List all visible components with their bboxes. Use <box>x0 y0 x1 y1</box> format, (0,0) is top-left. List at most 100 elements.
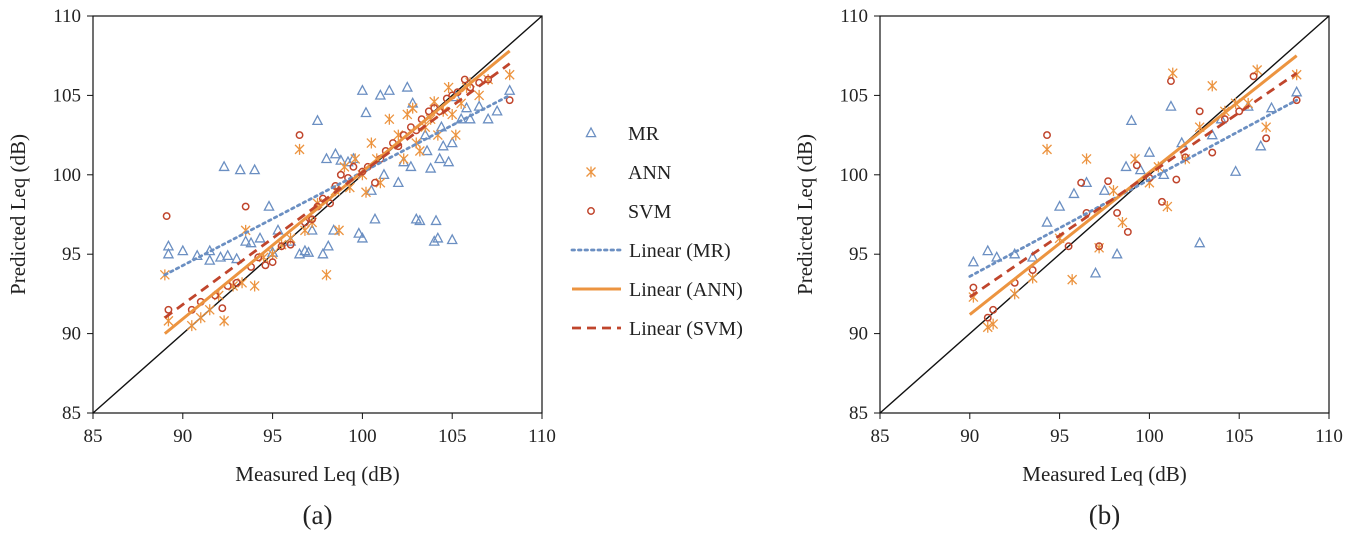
data-point <box>1117 216 1128 228</box>
legend-swatch <box>586 166 596 178</box>
data-point <box>460 101 473 113</box>
data-point <box>1077 178 1086 187</box>
y-axis-title: Predicted Leq (dB) <box>793 134 817 295</box>
data-point <box>446 136 458 148</box>
data-point <box>1026 250 1039 262</box>
data-point <box>504 69 515 81</box>
data-point <box>286 240 295 249</box>
data-point <box>162 212 171 221</box>
y-tick-label: 105 <box>840 85 869 106</box>
data-point <box>428 235 440 246</box>
data-point <box>1043 131 1051 140</box>
data-point <box>432 231 444 243</box>
data-point <box>1028 266 1037 275</box>
data-point <box>1208 148 1217 157</box>
data-point <box>378 168 390 180</box>
data-point <box>358 167 367 176</box>
data-point <box>254 253 263 262</box>
data-point <box>1167 77 1175 86</box>
data-point <box>1229 165 1242 176</box>
legend-label: Linear (MR) <box>629 240 731 262</box>
y-tick-label: 95 <box>849 244 868 265</box>
data-point <box>442 155 455 167</box>
data-point <box>267 248 278 260</box>
data-point <box>375 177 386 189</box>
data-point <box>294 143 305 155</box>
x-tick-label: 110 <box>528 426 556 447</box>
data-point <box>1111 247 1123 259</box>
data-point <box>218 304 227 313</box>
series-ann <box>968 64 1302 333</box>
data-point <box>1249 72 1258 81</box>
data-point <box>1125 114 1138 126</box>
y-tick-label: 105 <box>53 85 82 106</box>
y-tick-label: 100 <box>840 165 869 186</box>
data-point <box>222 249 234 261</box>
data-point <box>1042 143 1052 155</box>
data-point <box>402 108 413 120</box>
data-point <box>967 255 980 267</box>
data-layer <box>93 16 542 413</box>
data-point <box>443 81 454 93</box>
data-point <box>473 100 485 111</box>
data-point <box>1235 107 1244 116</box>
data-point <box>398 153 409 165</box>
data-point <box>237 277 248 289</box>
data-point <box>263 200 275 211</box>
data-point <box>1095 242 1104 251</box>
data-point <box>482 112 494 124</box>
data-point <box>162 247 175 259</box>
data-layer <box>880 16 1329 413</box>
legend-label: Linear (SVM) <box>629 318 743 340</box>
trendline-linear-mr <box>163 94 512 277</box>
data-point <box>421 144 433 156</box>
data-point <box>447 108 458 120</box>
data-point <box>991 250 1003 262</box>
data-point <box>339 161 350 173</box>
data-point <box>503 84 516 95</box>
reference-line <box>93 16 542 413</box>
legend-label: Linear (ANN) <box>629 279 743 301</box>
data-point <box>982 244 994 256</box>
data-point <box>1120 160 1132 172</box>
legend-label: ANN <box>628 162 671 184</box>
data-point <box>293 247 306 259</box>
data-point <box>299 224 310 236</box>
plot-area-frame <box>879 15 1330 414</box>
data-point <box>989 305 998 314</box>
legend-entry: Linear (SVM) <box>572 318 743 340</box>
data-point <box>369 212 381 224</box>
trendline-linear-mr <box>968 98 1299 278</box>
data-point <box>350 153 361 165</box>
y-tick-label: 90 <box>849 324 868 345</box>
data-point <box>1089 266 1102 278</box>
x-tick-label: 110 <box>1315 426 1343 447</box>
y-axis-title: Predicted Leq (dB) <box>6 134 30 295</box>
data-point <box>988 318 999 330</box>
data-point <box>239 235 252 246</box>
data-point <box>371 178 379 187</box>
x-tick-label: 105 <box>1225 426 1254 447</box>
data-point <box>414 214 426 226</box>
data-point <box>392 176 405 187</box>
data-point <box>405 160 417 172</box>
y-tick-label: 110 <box>840 6 868 27</box>
data-point <box>374 89 387 100</box>
y-tick-label: 85 <box>62 403 81 424</box>
trendline-linear-svm <box>164 62 511 319</box>
y-tick-label: 90 <box>62 324 81 345</box>
data-point <box>277 242 286 251</box>
data-point <box>320 152 333 164</box>
legend-swatch <box>585 126 597 138</box>
data-point <box>249 280 260 292</box>
panel-label: (b) <box>1089 500 1120 530</box>
data-point <box>1194 236 1206 248</box>
data-point <box>248 163 261 175</box>
data-point <box>204 254 216 265</box>
legend: MR ANN SVM Linear (MR) Linear (ANN) Linear (S… <box>570 123 743 340</box>
y-tick-label: 85 <box>849 403 868 424</box>
data-point <box>218 160 230 172</box>
x-tick-label: 85 <box>871 426 890 447</box>
x-tick-label: 90 <box>960 426 979 447</box>
